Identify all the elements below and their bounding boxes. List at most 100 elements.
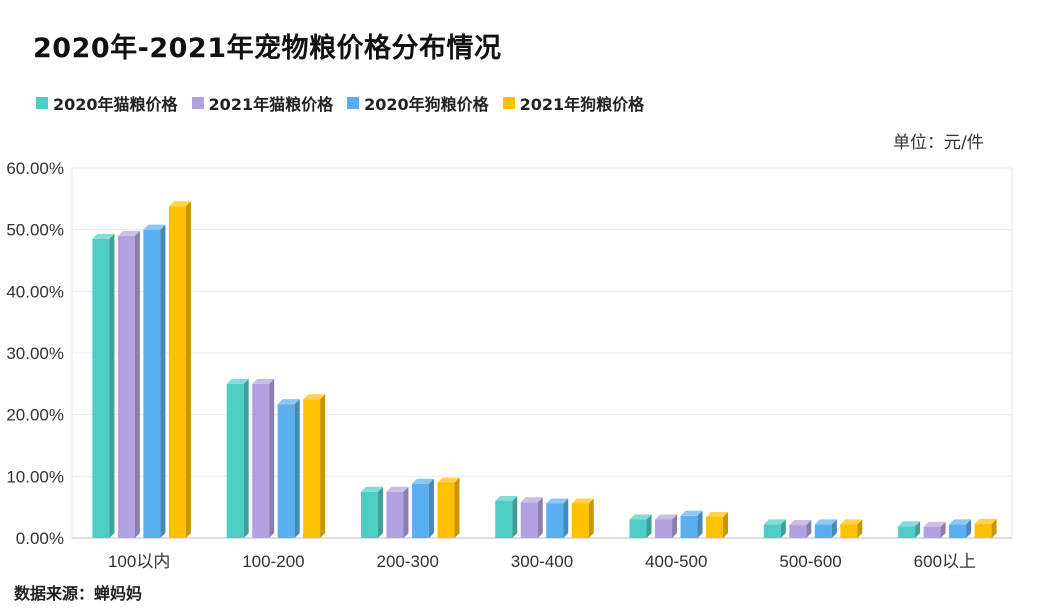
bar-side: [780, 519, 786, 538]
bar-top: [143, 224, 166, 230]
bar-face: [898, 526, 916, 538]
bar: [974, 518, 997, 538]
bar: [571, 498, 594, 538]
bar-top: [117, 230, 140, 236]
bar-face: [437, 482, 455, 538]
legend-swatch: [502, 97, 515, 109]
y-tick-label: 0.00%: [16, 529, 64, 548]
y-tick-label: 30.00%: [6, 344, 64, 363]
bar-top: [92, 233, 115, 239]
bar-top: [437, 477, 460, 483]
bar: [92, 233, 115, 538]
bar-face: [655, 519, 673, 538]
unit-note: 单位：元/件: [893, 133, 984, 153]
legend-label: 2020年猫粮价格: [53, 95, 178, 114]
bar-side: [966, 519, 972, 538]
bar: [814, 519, 837, 538]
bar-top: [226, 378, 249, 384]
bar: [117, 230, 140, 539]
bar: [252, 378, 275, 538]
x-tick-label: 100-200: [242, 552, 304, 571]
bar-face: [277, 404, 295, 538]
bar-top: [840, 519, 863, 525]
legend-item-cat-2021: 2021年猫粮价格: [191, 91, 334, 115]
bar: [437, 477, 460, 538]
bar-side: [915, 521, 921, 538]
legend-label: 2021年猫粮价格: [208, 95, 334, 114]
bar-top: [411, 478, 434, 484]
bar: [840, 519, 863, 538]
bar-top: [495, 496, 518, 501]
bar-face: [92, 238, 110, 538]
bar: [520, 497, 543, 538]
legend-item-dog-2021: 2021年狗粮价格: [502, 91, 644, 115]
bar: [629, 514, 652, 538]
bar-side: [697, 510, 703, 538]
bar: [303, 394, 326, 538]
x-tick-label: 100以内: [108, 552, 170, 571]
bar-side: [109, 233, 115, 538]
x-tick-label: 300-400: [511, 552, 573, 571]
bar-top: [168, 201, 191, 207]
bar-face: [117, 235, 135, 539]
bar-face: [520, 502, 538, 538]
bar-face: [763, 524, 781, 538]
bar-side: [672, 514, 678, 538]
bar-side: [428, 478, 434, 538]
bar-face: [252, 383, 270, 538]
bar-side: [563, 498, 569, 538]
bar-face: [360, 491, 378, 538]
legend-swatch: [191, 97, 204, 109]
bar-side: [320, 394, 326, 538]
bar-face: [386, 491, 404, 538]
bar-side: [403, 486, 409, 538]
bar-face: [143, 229, 161, 538]
bar-side: [377, 486, 383, 538]
x-tick-label: 400-500: [645, 552, 707, 571]
bar: [386, 486, 409, 538]
bar-side: [185, 201, 191, 538]
bar-side: [454, 477, 460, 538]
bar-face: [789, 525, 807, 538]
bar-top: [949, 519, 972, 525]
bar-top: [923, 521, 946, 527]
bar-top: [763, 519, 786, 525]
bar-side: [806, 520, 812, 538]
source-note: 数据来源：蝉妈妈: [14, 584, 143, 603]
bar-top: [252, 378, 275, 384]
bar-face: [226, 383, 244, 538]
bar-side: [243, 378, 249, 538]
bar-face: [303, 399, 321, 538]
bar-face: [923, 526, 941, 538]
bar: [168, 201, 191, 538]
bar-top: [680, 510, 703, 516]
bar-side: [857, 519, 863, 538]
bar-top: [520, 497, 543, 503]
bar-face: [546, 503, 564, 538]
bar-side: [512, 496, 518, 538]
bar-side: [294, 399, 300, 538]
bar-side: [991, 518, 997, 538]
legend-item-dog-2020: 2020年狗粮价格: [347, 91, 489, 115]
chart-title: 2020年-2021年宠物粮价格分布情况: [33, 33, 502, 64]
y-tick-label: 10.00%: [6, 467, 64, 486]
bar-top: [277, 399, 300, 405]
bar: [706, 512, 729, 538]
x-tick-label: 200-300: [377, 552, 439, 571]
bar-face: [571, 503, 589, 538]
bar-top: [546, 498, 569, 504]
bar: [495, 496, 518, 538]
bar-face: [706, 517, 724, 538]
bar: [277, 399, 300, 538]
bar-face: [840, 524, 858, 538]
bar-side: [588, 498, 594, 538]
bar: [360, 486, 383, 538]
bar-face: [949, 524, 967, 538]
bar-face: [168, 206, 186, 538]
bar-side: [940, 521, 946, 538]
bar-top: [571, 498, 594, 504]
bar: [411, 478, 434, 538]
y-tick-label: 60.00%: [6, 159, 64, 178]
bar-top: [706, 512, 729, 518]
